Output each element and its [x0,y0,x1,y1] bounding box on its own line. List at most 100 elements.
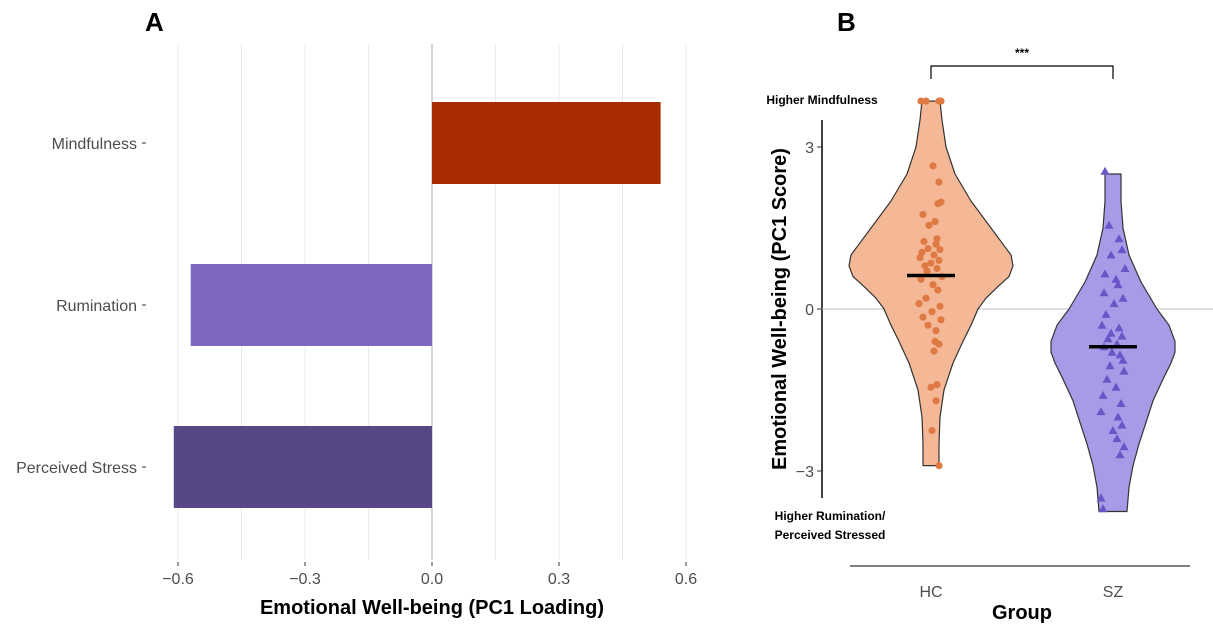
sz-point [1108,426,1118,434]
significance-stars: *** [1015,46,1029,60]
hc-point [916,254,924,262]
sz-point [1117,331,1127,340]
higher-rumination-annotation: Higher Rumination/ [775,509,886,523]
panel-a-x-tick-labels: −0.6 −0.3 0.0 0.3 0.6 [162,562,697,588]
hc-point [922,294,930,302]
hc-point [932,327,940,335]
hc-point [929,281,937,289]
hc-point [936,302,944,310]
category-label: Perceived Stress [16,460,137,477]
hc-point [920,237,928,246]
sz-point [1098,504,1108,513]
category-label: Rumination [56,298,137,315]
hc-point [933,235,941,243]
sz-point [1101,309,1111,318]
x-tick-label: −0.3 [289,571,321,588]
hc-point [929,162,937,170]
hc-point [927,383,935,391]
bar-mindfulness [432,102,661,184]
hc-point [917,97,925,105]
sz-point [1106,250,1116,259]
hc-point [924,244,932,253]
category-label: Mindfulness [52,136,137,153]
sz-point [1102,374,1112,383]
hc-point [936,246,944,254]
sz-point [1096,407,1106,416]
sz-point [1100,269,1110,278]
sz-point [1113,280,1123,289]
hc-point [934,286,942,294]
panel-b-y-axis-title: Emotional Well-being (PC1 Score) [769,148,791,470]
sz-point [1109,299,1119,308]
y-tick-label: 0 [805,302,814,319]
hc-point [931,217,939,226]
sz-point [1115,350,1125,359]
panel-a-x-axis-title: Emotional Well-being (PC1 Loading) [260,597,604,619]
sz-point [1115,450,1125,459]
x-tick-label: 0.6 [675,571,697,588]
panel-a-category-labels: Mindfulness Rumination Perceived Stress [16,136,146,477]
sz-point [1105,361,1115,370]
hc-point [921,262,929,270]
bar-perceived-stress [173,426,432,508]
bar-rumination [190,264,432,346]
hc-point [937,316,945,324]
x-tick-label: 0.3 [548,571,570,588]
sz-point [1117,420,1127,429]
hc-point [918,248,926,256]
hc-point [935,462,943,470]
perceived-stressed-annotation: Perceived Stressed [775,528,886,542]
y-tick-label: −3 [796,464,814,481]
significance-bracket [930,65,1114,79]
hc-point [930,251,938,259]
sz-point [1100,166,1110,175]
x-tick-label: 0.0 [421,571,443,588]
sz-point [1097,320,1107,329]
hc-point [937,97,945,105]
hc-point [919,210,927,219]
sz-point [1113,412,1123,421]
sz-point [1112,434,1122,443]
hc-point [935,340,943,348]
group-label-hc: HC [919,584,942,601]
sz-point [1111,382,1121,391]
sz-point [1099,288,1109,297]
hc-point [919,313,927,321]
hc-point [934,200,942,208]
panel-b-group-labels: HC SZ [919,584,1123,601]
hc-point [928,308,936,316]
hc-point [932,397,940,405]
sz-point [1107,347,1117,356]
panel-b-points [915,97,1130,513]
sz-point [1096,493,1106,502]
hc-point [923,267,931,275]
panel-b-y-tick-labels: 3 0 −3 [796,140,822,481]
group-label-sz: SZ [1103,584,1124,601]
higher-mindfulness-annotation: Higher Mindfulness [766,93,878,107]
hc-point [933,264,941,273]
sz-point [1118,293,1128,302]
panel-b-label: B [837,7,856,37]
hc-point [928,426,936,435]
panel-b-mean-lines [907,273,1137,349]
sz-point [1120,264,1130,272]
hc-point [922,97,930,105]
panel-a-bars [173,102,661,508]
hc-point [915,300,923,308]
sz-point [1114,323,1124,332]
sz-point [1117,245,1127,254]
hc-point [935,178,943,186]
sz-point [1104,220,1114,229]
hc-point [917,275,925,283]
hc-point [924,321,932,329]
panel-b-x-axis-title: Group [992,602,1052,624]
hc-point [932,240,940,248]
hc-point [930,347,938,355]
sz-point [1103,334,1113,343]
hc-point [933,381,941,389]
y-tick-label: 3 [805,140,814,157]
panel-a-label: A [145,7,164,37]
sz-point [1119,442,1129,451]
sz-point [1118,355,1128,364]
